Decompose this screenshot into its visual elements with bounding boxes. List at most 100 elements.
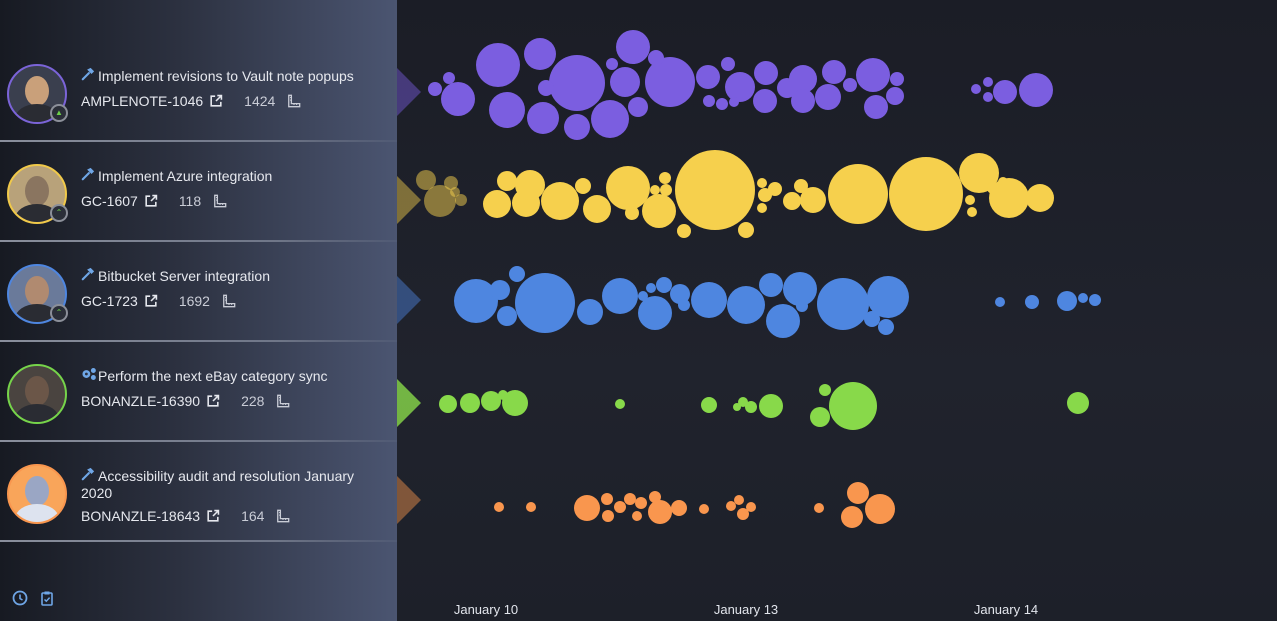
- task-title[interactable]: Accessibility audit and resolution Janua…: [81, 467, 371, 501]
- activity-bubble[interactable]: [489, 92, 525, 128]
- external-link-icon[interactable]: [144, 194, 158, 208]
- activity-bubble[interactable]: [890, 72, 904, 86]
- activity-bubble[interactable]: [601, 493, 613, 505]
- activity-bubble[interactable]: [490, 280, 510, 300]
- activity-bubble[interactable]: [738, 397, 748, 407]
- activity-bubble[interactable]: [867, 276, 909, 318]
- activity-bubble[interactable]: [983, 77, 993, 87]
- activity-bubble[interactable]: [575, 178, 591, 194]
- activity-bubble[interactable]: [794, 179, 808, 193]
- activity-bubble[interactable]: [638, 296, 672, 330]
- task-title[interactable]: Bitbucket Server integration: [81, 267, 371, 285]
- activity-bubble[interactable]: [624, 493, 636, 505]
- activity-bubble[interactable]: [989, 178, 1029, 218]
- activity-bubble[interactable]: [642, 194, 676, 228]
- activity-bubble[interactable]: [754, 61, 778, 85]
- activity-bubble[interactable]: [606, 58, 618, 70]
- activity-bubble[interactable]: [481, 391, 501, 411]
- activity-bubble[interactable]: [841, 506, 863, 528]
- task-row[interactable]: ▲ Implement revisions to Vault note popu…: [0, 42, 397, 142]
- avatar[interactable]: [7, 164, 67, 224]
- task-title[interactable]: Implement Azure integration: [81, 167, 371, 185]
- activity-bubble[interactable]: [759, 273, 783, 297]
- activity-bubble[interactable]: [1026, 184, 1054, 212]
- external-link-icon[interactable]: [206, 394, 220, 408]
- activity-bubble[interactable]: [441, 82, 475, 116]
- activity-bubble[interactable]: [659, 172, 671, 184]
- activity-bubble[interactable]: [591, 100, 629, 138]
- task-key-link[interactable]: BONANZLE-18643: [81, 508, 201, 524]
- activity-bubble[interactable]: [864, 311, 880, 327]
- activity-bubble[interactable]: [828, 164, 888, 224]
- activity-bubble[interactable]: [843, 78, 857, 92]
- activity-bubble[interactable]: [610, 67, 640, 97]
- activity-bubble[interactable]: [768, 182, 782, 196]
- avatar[interactable]: [7, 364, 67, 424]
- activity-bubble[interactable]: [1019, 73, 1053, 107]
- task-key-link[interactable]: AMPLENOTE-1046: [81, 93, 204, 109]
- task-row[interactable]: Perform the next eBay category sync BONA…: [0, 342, 397, 442]
- activity-bubble[interactable]: [701, 397, 717, 413]
- activity-bubble[interactable]: [965, 195, 975, 205]
- activity-bubble[interactable]: [856, 58, 890, 92]
- external-link-icon[interactable]: [144, 294, 158, 308]
- activity-bubble[interactable]: [810, 407, 830, 427]
- activity-bubble[interactable]: [791, 89, 815, 113]
- activity-bubble[interactable]: [734, 495, 744, 505]
- activity-bubble[interactable]: [476, 43, 520, 87]
- activity-bubble[interactable]: [783, 272, 817, 306]
- activity-bubble[interactable]: [699, 504, 709, 514]
- activity-bubble[interactable]: [757, 203, 767, 213]
- activity-bubble[interactable]: [541, 182, 579, 220]
- activity-bubble[interactable]: [959, 153, 999, 193]
- avatar[interactable]: [7, 64, 67, 124]
- activity-bubble[interactable]: [745, 401, 757, 413]
- activity-bubble[interactable]: [753, 89, 777, 113]
- activity-bubble[interactable]: [656, 277, 672, 293]
- activity-bubble[interactable]: [1089, 294, 1101, 306]
- activity-bubble[interactable]: [675, 150, 755, 230]
- activity-bubble[interactable]: [443, 72, 455, 84]
- activity-bubble[interactable]: [847, 482, 869, 504]
- activity-bubble[interactable]: [691, 282, 727, 318]
- activity-bubble[interactable]: [796, 300, 808, 312]
- activity-bubble[interactable]: [646, 283, 656, 293]
- activity-bubble[interactable]: [439, 395, 457, 413]
- task-row[interactable]: ⌃ Implement Azure integration GC-1607 11…: [0, 142, 397, 242]
- activity-bubble[interactable]: [759, 394, 783, 418]
- activity-bubble[interactable]: [878, 319, 894, 335]
- activity-bubble[interactable]: [815, 84, 841, 110]
- activity-bubble[interactable]: [738, 222, 754, 238]
- activity-bubble[interactable]: [483, 190, 511, 218]
- activity-bubble[interactable]: [725, 72, 755, 102]
- activity-bubble[interactable]: [574, 495, 600, 521]
- activity-bubble[interactable]: [737, 508, 749, 520]
- activity-bubble[interactable]: [703, 95, 715, 107]
- task-title[interactable]: Perform the next eBay category sync: [81, 367, 371, 385]
- activity-bubble[interactable]: [450, 187, 460, 197]
- activity-bubble[interactable]: [497, 171, 517, 191]
- activity-bubble[interactable]: [993, 80, 1017, 104]
- activity-bubble[interactable]: [444, 176, 458, 190]
- avatar[interactable]: [7, 464, 67, 524]
- activity-bubble[interactable]: [614, 501, 626, 513]
- activity-bubble[interactable]: [886, 87, 904, 105]
- external-link-icon[interactable]: [209, 94, 223, 108]
- activity-bubble[interactable]: [865, 494, 895, 524]
- activity-bubble[interactable]: [726, 501, 736, 511]
- task-row[interactable]: Accessibility audit and resolution Janua…: [0, 442, 397, 542]
- activity-bubble[interactable]: [509, 266, 525, 282]
- activity-bubble[interactable]: [670, 284, 690, 304]
- activity-bubble[interactable]: [460, 393, 480, 413]
- activity-bubble[interactable]: [416, 170, 436, 190]
- activity-bubble[interactable]: [638, 291, 648, 301]
- activity-bubble[interactable]: [889, 157, 963, 231]
- activity-bubble[interactable]: [538, 80, 554, 96]
- activity-bubble[interactable]: [454, 279, 498, 323]
- activity-bubble[interactable]: [864, 95, 888, 119]
- activity-bubble[interactable]: [696, 65, 720, 89]
- activity-bubble[interactable]: [1025, 295, 1039, 309]
- activity-bubble[interactable]: [819, 384, 831, 396]
- activity-bubble[interactable]: [616, 30, 650, 64]
- external-link-icon[interactable]: [206, 509, 220, 523]
